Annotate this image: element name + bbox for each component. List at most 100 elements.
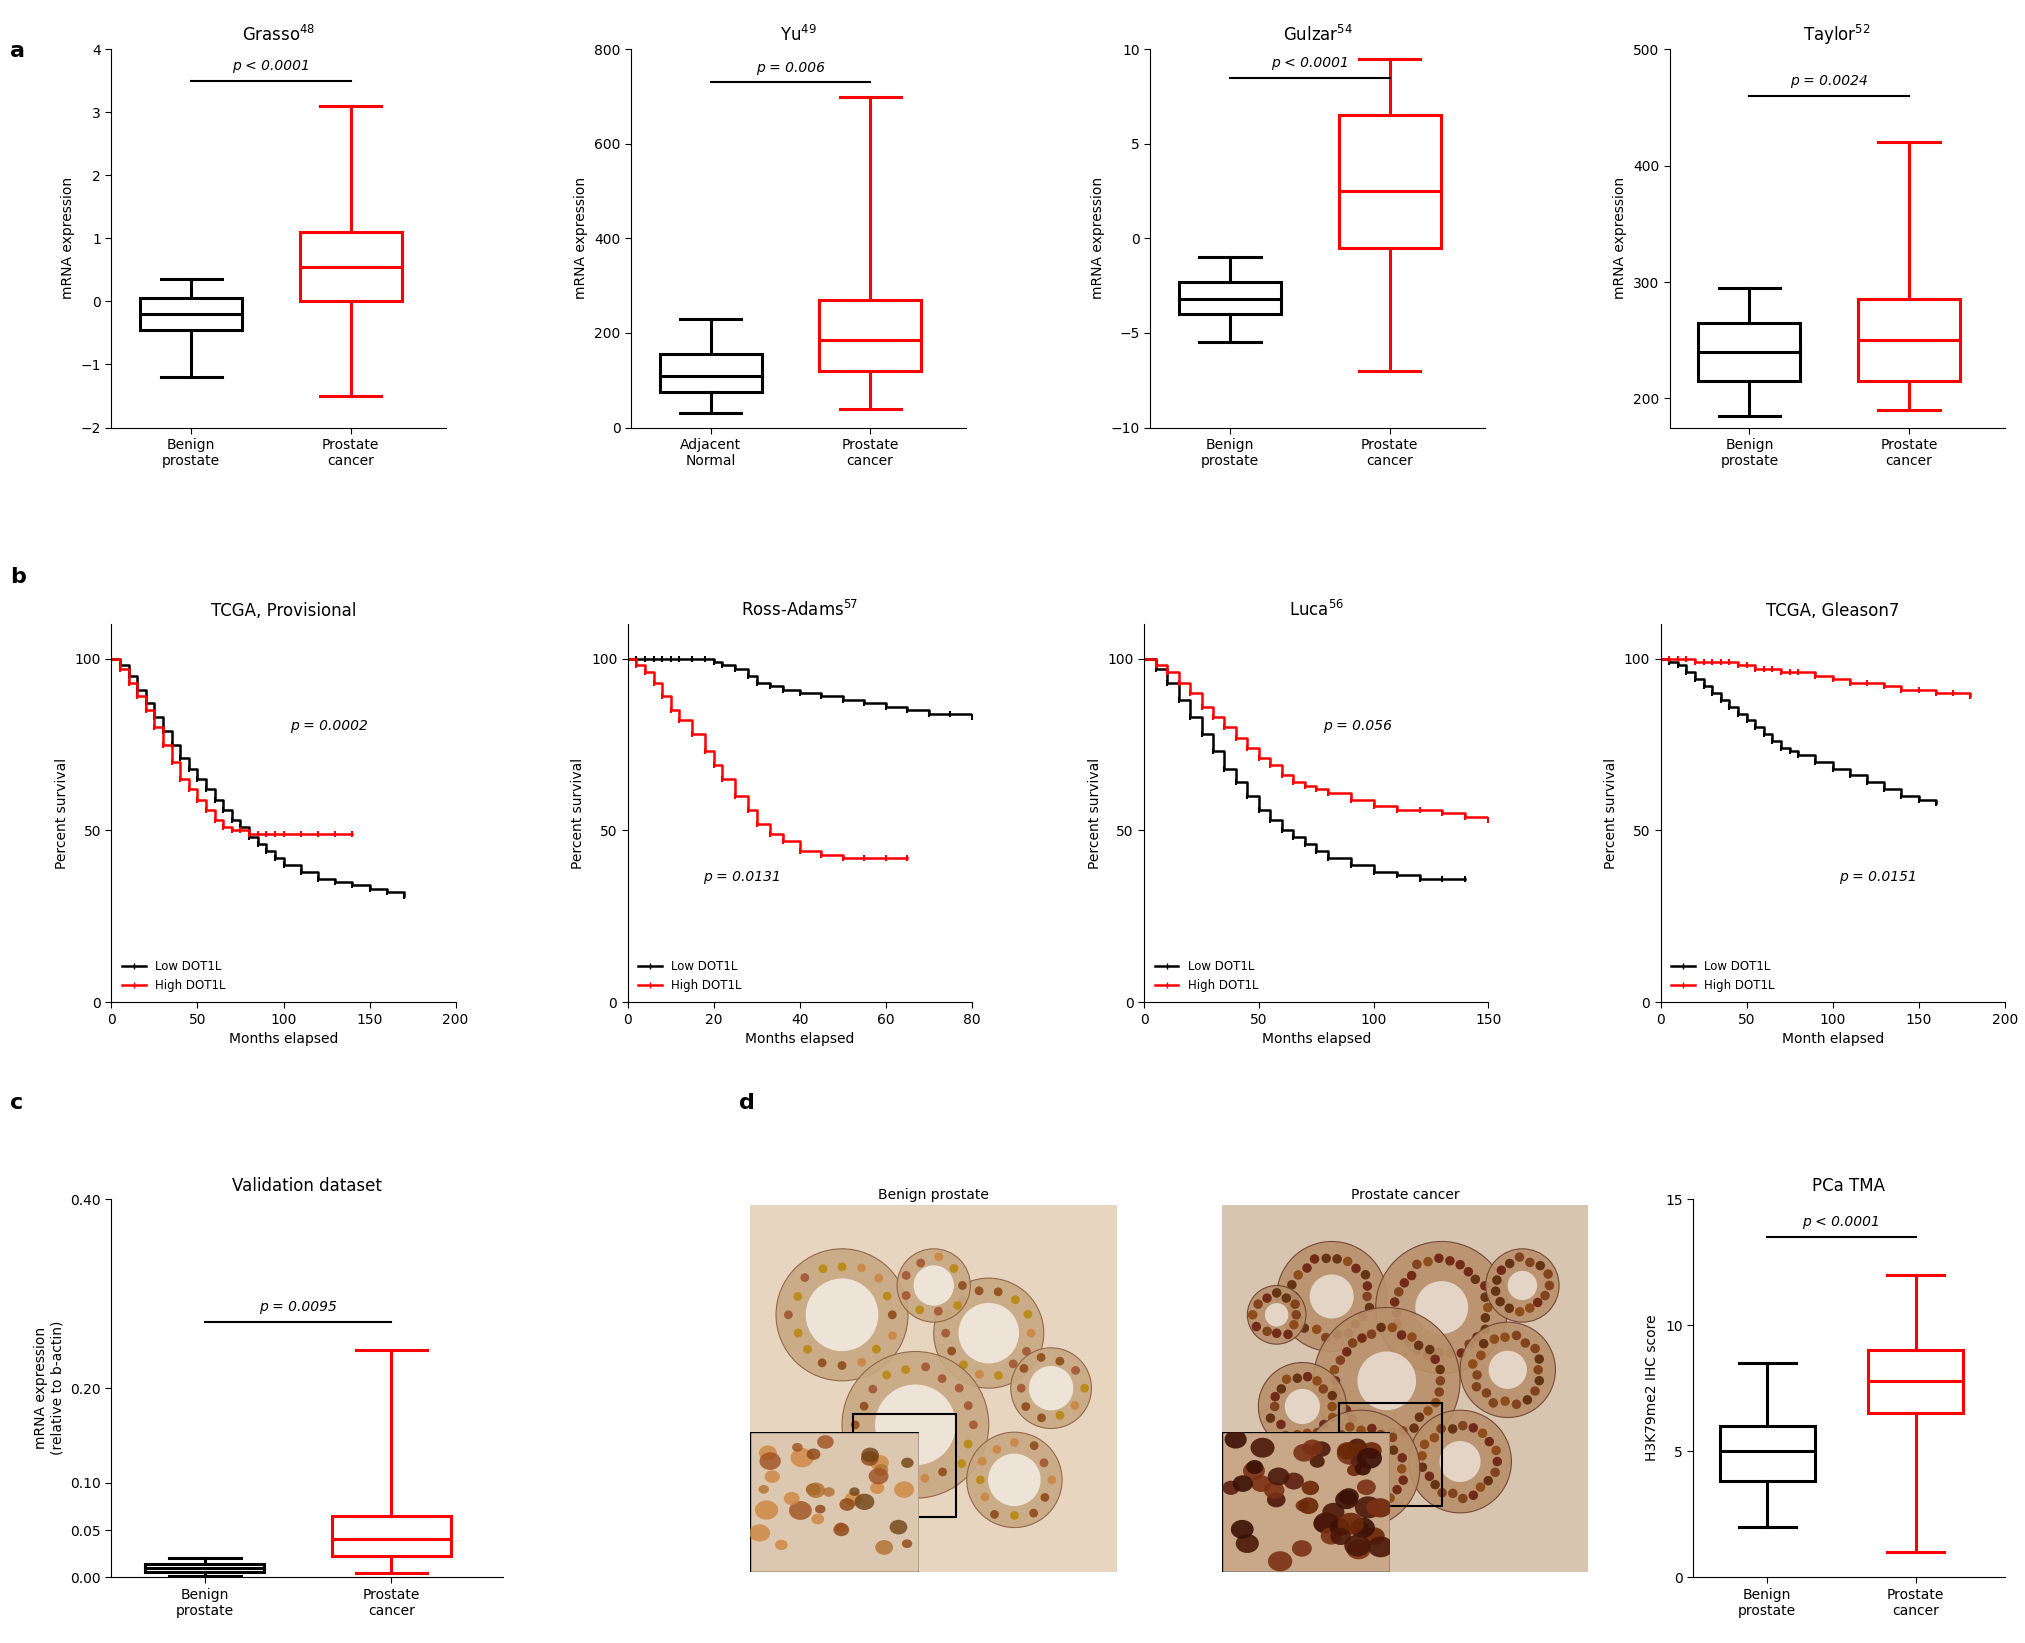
- Circle shape: [1403, 1337, 1413, 1347]
- Circle shape: [944, 1309, 952, 1318]
- Circle shape: [1496, 1265, 1507, 1275]
- Circle shape: [1389, 1298, 1399, 1306]
- Circle shape: [1332, 1329, 1343, 1339]
- Circle shape: [875, 1385, 956, 1466]
- Circle shape: [1545, 1280, 1555, 1290]
- Circle shape: [938, 1467, 948, 1477]
- Circle shape: [814, 1508, 824, 1516]
- Circle shape: [1513, 1400, 1521, 1410]
- Circle shape: [1470, 1275, 1480, 1285]
- Circle shape: [958, 1459, 966, 1469]
- Circle shape: [1270, 1392, 1280, 1401]
- Circle shape: [1351, 1263, 1361, 1273]
- Circle shape: [901, 1272, 911, 1280]
- Circle shape: [776, 1249, 907, 1380]
- Circle shape: [1282, 1431, 1290, 1441]
- Circle shape: [913, 1265, 954, 1306]
- Circle shape: [1318, 1383, 1328, 1393]
- Circle shape: [846, 1459, 855, 1467]
- Circle shape: [834, 1508, 842, 1516]
- Circle shape: [1357, 1507, 1365, 1516]
- Circle shape: [1418, 1451, 1428, 1461]
- Circle shape: [1480, 1282, 1490, 1291]
- Circle shape: [1357, 1311, 1367, 1321]
- Bar: [1179, 283, 1282, 314]
- Text: p = 0.056: p = 0.056: [1322, 720, 1391, 733]
- Circle shape: [1377, 1323, 1385, 1332]
- Circle shape: [1515, 1252, 1525, 1262]
- Circle shape: [859, 1439, 867, 1449]
- Circle shape: [1367, 1507, 1377, 1515]
- Circle shape: [861, 1401, 869, 1411]
- Circle shape: [1302, 1372, 1312, 1382]
- Circle shape: [1314, 1308, 1460, 1454]
- Text: d: d: [739, 1093, 755, 1112]
- Circle shape: [1029, 1508, 1039, 1518]
- Title: Taylor$^{52}$: Taylor$^{52}$: [1804, 23, 1871, 48]
- Circle shape: [1468, 1359, 1478, 1369]
- Circle shape: [1490, 1286, 1501, 1296]
- Circle shape: [1415, 1413, 1424, 1421]
- Bar: [1339, 115, 1440, 248]
- Title: Validation dataset: Validation dataset: [233, 1176, 383, 1194]
- Circle shape: [950, 1263, 958, 1273]
- Circle shape: [800, 1456, 848, 1503]
- Circle shape: [1310, 1254, 1320, 1263]
- Circle shape: [934, 1278, 1043, 1388]
- Circle shape: [921, 1474, 929, 1482]
- Circle shape: [1476, 1482, 1484, 1492]
- Circle shape: [794, 1291, 802, 1301]
- Circle shape: [1501, 1332, 1511, 1342]
- Circle shape: [1328, 1436, 1339, 1446]
- Circle shape: [1262, 1326, 1272, 1336]
- Circle shape: [1472, 1332, 1482, 1342]
- Circle shape: [1284, 1329, 1292, 1339]
- Circle shape: [800, 1498, 808, 1508]
- Circle shape: [1326, 1401, 1336, 1411]
- Circle shape: [917, 1259, 925, 1267]
- Circle shape: [1266, 1413, 1276, 1423]
- Circle shape: [1399, 1278, 1409, 1288]
- Circle shape: [1389, 1446, 1397, 1456]
- Circle shape: [1302, 1410, 1420, 1528]
- Circle shape: [1458, 1493, 1468, 1503]
- Circle shape: [1484, 1475, 1492, 1485]
- Circle shape: [1464, 1267, 1472, 1277]
- Circle shape: [897, 1249, 970, 1323]
- Circle shape: [1531, 1387, 1539, 1397]
- Circle shape: [1393, 1319, 1401, 1329]
- Circle shape: [994, 1288, 1002, 1296]
- Circle shape: [1017, 1383, 1027, 1393]
- Circle shape: [1272, 1288, 1282, 1298]
- Circle shape: [1525, 1257, 1535, 1267]
- Circle shape: [1037, 1352, 1045, 1362]
- Circle shape: [1266, 1303, 1288, 1326]
- Circle shape: [901, 1365, 909, 1374]
- Circle shape: [889, 1331, 897, 1341]
- Circle shape: [867, 1457, 877, 1466]
- Circle shape: [958, 1303, 1019, 1364]
- Circle shape: [1330, 1377, 1341, 1385]
- Circle shape: [1434, 1347, 1444, 1357]
- Circle shape: [1432, 1398, 1440, 1408]
- Circle shape: [1262, 1293, 1272, 1303]
- Circle shape: [1399, 1475, 1407, 1485]
- Circle shape: [1332, 1387, 1341, 1397]
- Circle shape: [1290, 1291, 1300, 1301]
- Y-axis label: mRNA expression: mRNA expression: [61, 177, 75, 299]
- Text: p = 0.0002: p = 0.0002: [290, 720, 369, 733]
- Circle shape: [1345, 1329, 1353, 1337]
- Legend: Low DOT1L, High DOT1L: Low DOT1L, High DOT1L: [1150, 955, 1264, 997]
- Circle shape: [1464, 1339, 1474, 1349]
- Text: p = 0.0095: p = 0.0095: [259, 1300, 336, 1314]
- Circle shape: [1434, 1254, 1444, 1263]
- Text: p < 0.0001: p < 0.0001: [1272, 56, 1349, 71]
- Circle shape: [1385, 1493, 1395, 1503]
- Circle shape: [1010, 1438, 1019, 1447]
- Circle shape: [806, 1278, 879, 1351]
- Text: p = 0.0024: p = 0.0024: [1790, 74, 1869, 89]
- Circle shape: [948, 1347, 956, 1355]
- Circle shape: [1288, 1280, 1296, 1290]
- Circle shape: [1531, 1344, 1539, 1354]
- Circle shape: [1320, 1332, 1330, 1342]
